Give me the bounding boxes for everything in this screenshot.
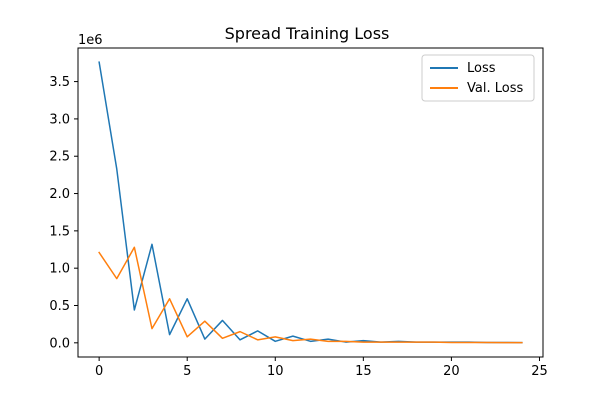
y-tick-label: 0.0 [49,336,70,351]
y-tick-label: 1.0 [49,262,70,277]
x-tick-label: 5 [183,364,191,379]
legend-label-loss: Loss [467,61,496,76]
series-line-loss [98,61,523,344]
legend-frame [421,54,535,102]
x-tick-label: 15 [355,364,372,379]
y-axis: 0.0 0.5 1.0 1.5 2.0 2.5 3.0 3.5 [49,75,78,351]
series-layer [98,61,523,344]
y-tick-label: 0.5 [49,299,70,314]
x-tick-label: 20 [443,364,460,379]
legend: Loss Val. Loss [421,54,535,102]
y-tick-label: 1.5 [49,224,70,239]
y-offset-label: 1e6 [78,33,103,48]
x-tick-label: 25 [531,364,548,379]
y-tick-label: 3.5 [49,75,70,90]
legend-label-val-loss: Val. Loss [467,81,523,96]
x-tick-label: 10 [267,364,284,379]
chart-title: Spread Training Loss [225,24,390,43]
series-line-val-loss [98,246,523,344]
x-tick-label: 0 [95,364,103,379]
plot-area-frame [77,47,544,358]
y-tick-label: 2.5 [49,150,70,165]
y-tick-label: 3.0 [49,112,70,127]
x-axis: 0 5 10 15 20 25 [95,357,548,379]
y-tick-label: 2.0 [49,187,70,202]
